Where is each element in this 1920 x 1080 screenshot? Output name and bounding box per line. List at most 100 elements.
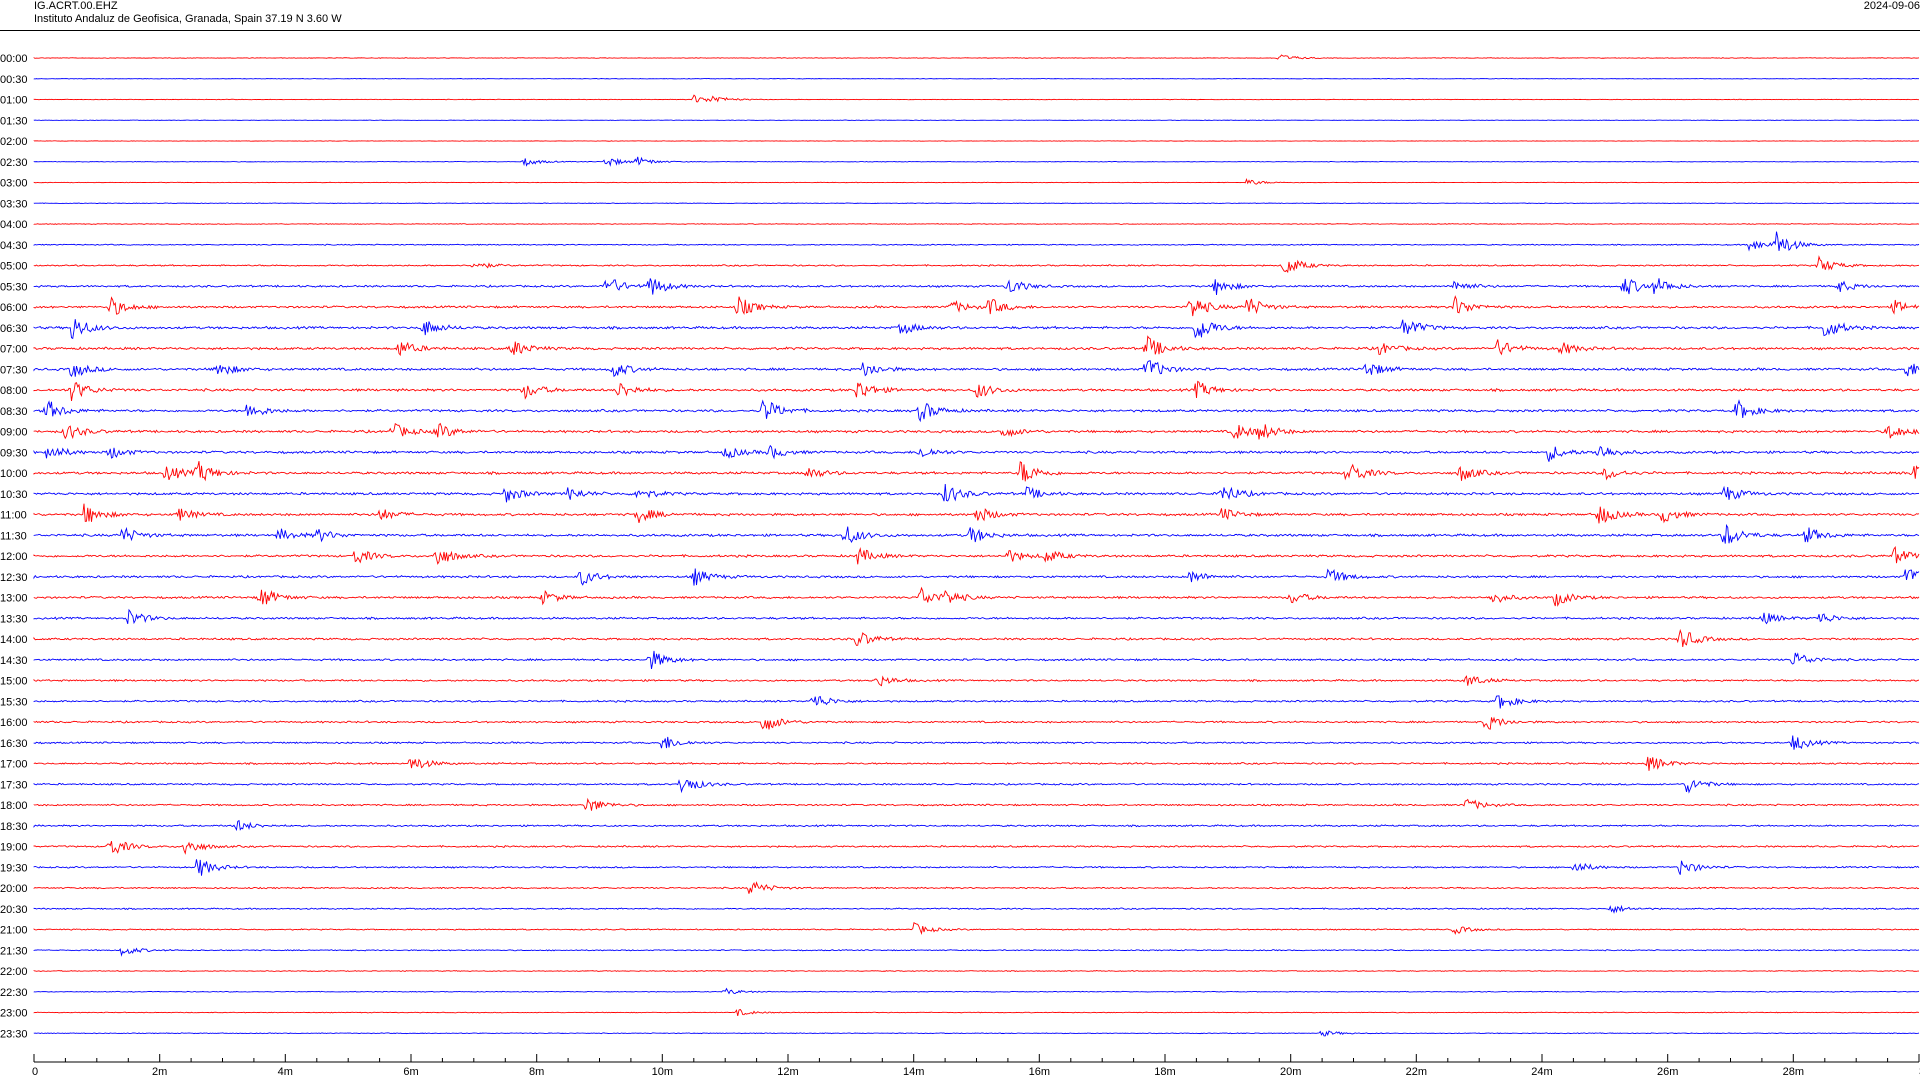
row-time-label: 19:00 (0, 842, 28, 854)
trace-row (33, 779, 1920, 794)
row-time-label: 22:00 (0, 966, 28, 978)
row-time-label: 08:30 (0, 406, 28, 418)
trace-row (33, 841, 1920, 855)
row-time-label: 03:30 (0, 198, 28, 210)
row-time-label: 11:00 (0, 510, 27, 522)
row-time-label: 16:00 (0, 717, 28, 729)
row-time-label: 07:00 (0, 344, 28, 356)
trace-row (33, 119, 1920, 121)
row-time-label: 08:00 (0, 385, 28, 397)
x-tick-label: 12m (777, 1066, 798, 1078)
trace-row (33, 881, 1920, 894)
trace-row (33, 444, 1920, 462)
row-time-label: 04:00 (0, 219, 28, 231)
trace-row (33, 422, 1920, 440)
row-time-label: 14:00 (0, 634, 28, 646)
trace-row (33, 819, 1920, 832)
trace-row (33, 335, 1920, 357)
x-tick-label: 2m (152, 1066, 167, 1078)
row-time-label: 20:00 (0, 883, 28, 895)
trace-row (33, 675, 1920, 687)
row-time-label: 06:00 (0, 302, 28, 314)
row-time-label: 18:30 (0, 821, 28, 833)
row-time-label: 07:30 (0, 364, 28, 376)
x-tick-label: 6m (403, 1066, 418, 1078)
row-time-label: 04:30 (0, 240, 28, 252)
row-time-label: 17:00 (0, 759, 28, 771)
trace-row (33, 223, 1920, 225)
helicorder-plot: 00:00 00:30 01:00 01:30 02:00 02:30 03:00 03:30… (0, 53, 1920, 1078)
station-location: Instituto Andaluz de Geofisica, Granada,… (34, 13, 342, 25)
row-time-label: 20:30 (0, 904, 28, 916)
trace-row (33, 360, 1920, 378)
row-time-label: 02:30 (0, 157, 28, 169)
row-time-label: 11:30 (0, 530, 27, 542)
trace-row (33, 716, 1920, 730)
trace-row (33, 628, 1920, 647)
row-time-label: 14:30 (0, 655, 28, 667)
trace-row (33, 797, 1920, 811)
trace-row (33, 523, 1920, 544)
row-time-label: 00:00 (0, 53, 28, 65)
x-tick-label: 28m (1783, 1066, 1804, 1078)
row-time-label: 12:30 (0, 572, 28, 584)
x-tick-label: 18m (1154, 1066, 1175, 1078)
row-time-label: 16:30 (0, 738, 28, 750)
row-time-label: 15:30 (0, 696, 28, 708)
trace-row (33, 461, 1920, 482)
trace-row (33, 483, 1920, 503)
row-time-label: 09:00 (0, 427, 28, 439)
trace-row (33, 255, 1920, 274)
row-time-label: 21:00 (0, 925, 28, 937)
trace-row (33, 546, 1920, 565)
row-time-label: 05:00 (0, 261, 28, 273)
trace-row (33, 608, 1920, 625)
trace-row (33, 78, 1920, 80)
minute-axis: 02m4m6m8m10m12m14m16m18m20m22m24m26m28m3… (32, 1054, 1920, 1078)
trace-row (33, 970, 1919, 972)
row-time-label: 01:30 (0, 115, 28, 127)
trace-row (33, 399, 1920, 423)
x-tick-label: 4m (278, 1066, 293, 1078)
trace-row (33, 503, 1920, 524)
trace-row (33, 319, 1920, 340)
trace-row (33, 295, 1920, 317)
trace-row (33, 568, 1920, 586)
row-time-label: 17:30 (0, 779, 28, 791)
row-time-label: 23:00 (0, 1008, 28, 1020)
row-time-label: 00:30 (0, 74, 28, 86)
x-tick-label: 22m (1406, 1066, 1427, 1078)
trace-row (33, 586, 1920, 607)
x-tick-label: 10m (652, 1066, 673, 1078)
row-time-label: 13:00 (0, 593, 28, 605)
x-tick-label: 20m (1280, 1066, 1301, 1078)
row-time-label: 18:00 (0, 800, 28, 812)
x-tick-label: 24m (1531, 1066, 1552, 1078)
row-time-label: 12:00 (0, 551, 28, 563)
row-time-label: 06:30 (0, 323, 28, 335)
trace-row (33, 735, 1920, 750)
x-tick-label: 0 (32, 1066, 38, 1078)
trace-row (33, 650, 1920, 669)
trace-row (33, 380, 1920, 401)
x-tick-label: 16m (1029, 1066, 1050, 1078)
trace-row (33, 904, 1920, 914)
row-time-label: 10:30 (0, 489, 28, 501)
trace-row (33, 156, 1919, 167)
row-time-label: 13:30 (0, 613, 28, 625)
row-time-label: 05:30 (0, 281, 28, 293)
x-tick-label: 26m (1657, 1066, 1678, 1078)
trace-row (33, 695, 1920, 709)
trace-row (33, 947, 1920, 957)
x-tick-label: 14m (903, 1066, 924, 1078)
trace-row (33, 202, 1920, 205)
trace-row (33, 278, 1920, 296)
recording-date: 2024-09-06 (1863, 0, 1920, 12)
row-time-label: 01:00 (0, 95, 28, 107)
row-time-label: 15:00 (0, 676, 28, 688)
plot-header: IG.ACRT.00.EHZ Instituto Andaluz de Geof… (0, 0, 1920, 31)
seismogram-traces (33, 54, 1920, 1037)
row-time-label: 03:00 (0, 178, 28, 190)
row-time-label: 02:00 (0, 136, 28, 148)
trace-row (33, 859, 1920, 876)
